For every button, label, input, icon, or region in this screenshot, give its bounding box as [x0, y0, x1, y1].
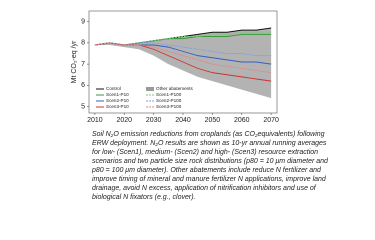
- caption-line: scenarios and two particle size rock dis…: [92, 158, 329, 165]
- legend-label: Scen2-P10: [106, 98, 129, 103]
- series-line: [94, 42, 272, 57]
- y-tick-label: 9: [81, 18, 85, 25]
- caption-line: for low- (Scen1), medium- (Scen2) and hi…: [92, 149, 318, 156]
- y-tick-label: 5: [81, 103, 85, 110]
- series-line: [94, 42, 272, 74]
- y-tick-label: 7: [81, 61, 85, 68]
- page: {"chart_data": {"type": "line", "y_label…: [70, 10, 330, 201]
- x-tick-label: 2070: [263, 117, 279, 124]
- caption-line: Soil N₂O emission reductions from cropla…: [92, 131, 325, 138]
- y-tick-label: 8: [81, 40, 85, 47]
- chart: Mt CO₂-eq /yr 5 6 7 8 9 2010 2020 2030 2040 2050 2…: [71, 10, 329, 201]
- x-tick-label: 2040: [175, 117, 191, 124]
- x-tick-label: 2030: [146, 117, 162, 124]
- legend-swatch: [146, 87, 154, 91]
- x-tick-label: 2010: [87, 117, 103, 124]
- legend-label: Scen1-P10: [106, 92, 129, 97]
- series-line: [94, 42, 272, 82]
- legend-label: Scen3-P100: [156, 104, 182, 109]
- band-area: [94, 28, 272, 99]
- caption-line: ERW deployment. N₂O results are shown as…: [92, 140, 327, 147]
- caption-line: p80 = 100 μm diameter). Other abatements…: [91, 167, 322, 174]
- x-tick-label: 2060: [234, 117, 250, 124]
- caption-line: improve timing of mineral and manure fer…: [92, 176, 327, 183]
- x-tick-label: 2050: [205, 117, 221, 124]
- caption-line: drainage, avoid N excess, application of…: [92, 185, 317, 192]
- y-tick-label: 6: [81, 82, 85, 89]
- caption-line: biological N fixators (e.g., clover).: [92, 194, 196, 201]
- legend-label: Scen3-P10: [106, 104, 129, 109]
- series-line: [94, 31, 272, 46]
- legend-label: Control: [106, 86, 121, 91]
- legend-label: Other abatements: [156, 86, 193, 91]
- y-axis-label: Mt CO₂-eq /yr: [71, 40, 78, 83]
- x-tick-label: 2020: [116, 117, 132, 124]
- legend-label: Scen1-P100: [156, 92, 182, 97]
- legend-label: Scen2-P100: [156, 98, 182, 103]
